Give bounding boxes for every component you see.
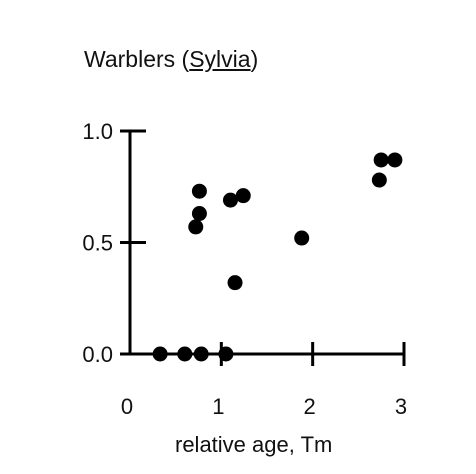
data-point: [373, 152, 389, 168]
data-point: [177, 346, 193, 362]
x-axis-label: relative age, Tm: [175, 432, 332, 457]
y-tick-label: 1.0: [82, 119, 113, 144]
y-tick-label: 0.0: [82, 342, 113, 367]
data-point: [191, 206, 207, 222]
data-point: [193, 346, 209, 362]
data-point: [387, 152, 403, 168]
x-tick-label: 0: [121, 394, 133, 419]
x-tick-label: 3: [395, 394, 407, 419]
y-tick-label: 0.5: [82, 231, 113, 256]
data-point: [188, 219, 204, 235]
title-prefix: Warblers (: [84, 46, 190, 72]
data-point: [152, 346, 168, 362]
chart-title: Warblers (Sylvia): [84, 46, 258, 73]
data-point: [235, 188, 251, 204]
data-point: [191, 183, 207, 199]
title-genus: Sylvia: [189, 46, 251, 72]
data-point: [218, 346, 234, 362]
x-tick-label: 1: [212, 394, 224, 419]
data-point: [294, 230, 310, 246]
title-suffix: ): [250, 46, 259, 72]
data-point: [227, 275, 243, 291]
x-tick-label: 2: [304, 394, 316, 419]
data-point: [371, 172, 387, 188]
data-point: [222, 192, 238, 208]
